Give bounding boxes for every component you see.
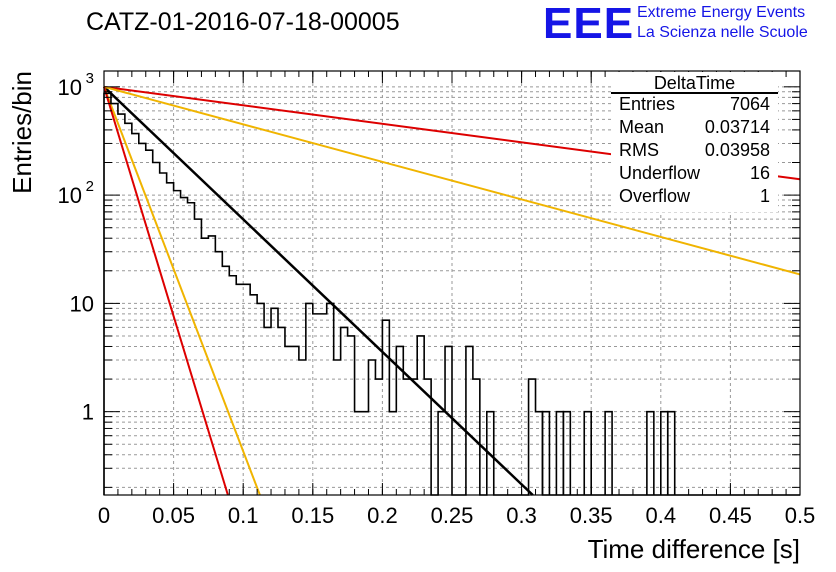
- histogram-bar: [666, 410, 676, 495]
- y-axis-title: Entries/bin: [7, 71, 37, 194]
- logo-subtitle-line1: Extreme Energy Events: [637, 4, 806, 21]
- y-tick-label-exponent: 3: [86, 70, 94, 87]
- histogram-bar: [583, 410, 592, 495]
- stats-row-label: Entries: [619, 94, 675, 114]
- histogram-bar: [562, 410, 572, 495]
- histogram-bar: [646, 410, 655, 495]
- fit-line-orange-steep: [103, 86, 261, 496]
- y-tick-label: 10: [58, 75, 82, 100]
- chart-title: CATZ-01-2016-07-18-00005: [86, 8, 400, 36]
- histogram-bar: [604, 410, 613, 495]
- stats-row-label: Underflow: [619, 163, 701, 183]
- stats-row-value: 1: [760, 186, 770, 206]
- fit-line-fit: [103, 85, 534, 496]
- x-tick-label: 0.4: [646, 503, 677, 528]
- y-tick-label: 10: [70, 291, 94, 316]
- stats-row-label: Mean: [619, 117, 664, 137]
- y-tick-label: 10: [58, 183, 82, 208]
- eee-logo: EEE: [543, 0, 635, 48]
- stats-row-value: 7064: [730, 94, 770, 114]
- y-tick-label: 1: [82, 400, 94, 425]
- stats-row-value: 16: [750, 163, 770, 183]
- stats-box: [611, 72, 778, 212]
- x-tick-label: 0.2: [367, 503, 398, 528]
- x-tick-label: 0.35: [570, 503, 613, 528]
- x-axis-title: Time difference [s]: [588, 534, 800, 564]
- x-tick-label: 0: [98, 503, 110, 528]
- x-tick-label: 0.1: [228, 503, 259, 528]
- logo-subtitle-line2: La Scienza nelle Scuole: [637, 24, 808, 41]
- x-tick-label: 0.45: [709, 503, 752, 528]
- y-tick-label-exponent: 2: [86, 178, 94, 195]
- stats-row-value: 0.03958: [705, 140, 770, 160]
- x-tick-label: 0.05: [152, 503, 195, 528]
- fit-line-orange-shallow: [103, 85, 801, 276]
- x-tick-label: 0.15: [291, 503, 334, 528]
- stats-row-value: 0.03714: [705, 117, 770, 137]
- histogram-bar: [541, 410, 551, 495]
- stats-row-label: Overflow: [619, 186, 691, 206]
- stats-title: DeltaTime: [654, 73, 735, 93]
- x-tick-label: 0.3: [506, 503, 537, 528]
- stats-row-label: RMS: [619, 140, 659, 160]
- fit-line-red-steep: [103, 86, 229, 496]
- x-tick-label: 0.5: [785, 503, 816, 528]
- x-tick-label: 0.25: [431, 503, 474, 528]
